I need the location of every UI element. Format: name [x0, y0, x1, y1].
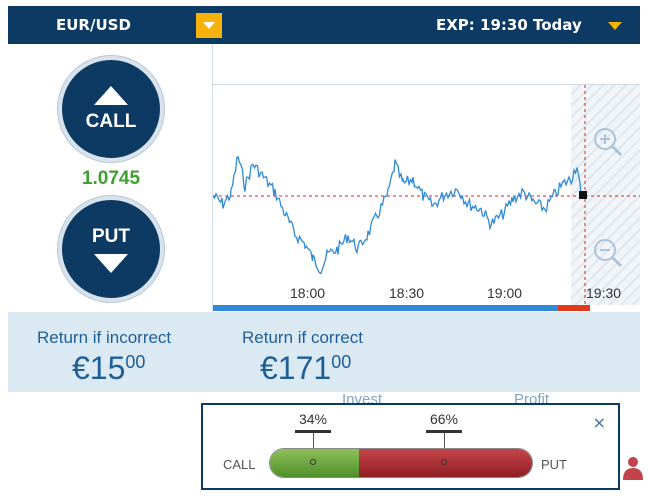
- return-incorrect-value: €1500: [72, 350, 145, 387]
- chart-top-divider: [212, 84, 640, 85]
- time-tick: 18:00: [290, 285, 326, 301]
- return-correct-value: €17100: [260, 350, 351, 387]
- price-line: [213, 155, 582, 275]
- person-icon: [623, 457, 643, 480]
- put-percentage-underline: [426, 430, 462, 433]
- return-incorrect-cents: 00: [125, 352, 146, 372]
- asset-name[interactable]: EUR/USD: [56, 16, 131, 34]
- time-tick: 18:30: [389, 285, 425, 301]
- call-percentage-stem: [313, 433, 314, 459]
- put-share-marker: [441, 459, 447, 465]
- chart-area: [212, 44, 640, 312]
- arrow-up-icon: [94, 85, 128, 105]
- asset-dropdown-button[interactable]: [196, 13, 222, 38]
- header-bar: EUR/USD EXP: 19:30 Today: [8, 6, 640, 44]
- call-label: CALL: [85, 110, 137, 132]
- sentiment-put-label: PUT: [541, 457, 567, 472]
- sentiment-bar: [269, 448, 533, 478]
- expiry-selector[interactable]: EXP: 19:30 Today: [436, 16, 582, 34]
- time-progress-bar: [213, 305, 558, 311]
- close-icon[interactable]: ×: [592, 413, 606, 432]
- time-progress-end: [558, 305, 590, 311]
- return-correct-cents: 00: [331, 352, 352, 372]
- chevron-down-icon: [203, 22, 215, 29]
- put-percentage-stem: [444, 433, 445, 459]
- call-button[interactable]: CALL: [58, 56, 164, 162]
- sentiment-call-label: CALL: [223, 457, 256, 472]
- return-incorrect-amount: €15: [72, 350, 126, 386]
- put-percentage: 66%: [429, 411, 459, 427]
- current-price-marker: [579, 191, 587, 199]
- return-correct-amount: €171: [260, 350, 332, 386]
- return-incorrect-label: Return if incorrect: [37, 328, 172, 347]
- return-correct-label: Return if correct: [242, 328, 363, 347]
- call-share-marker: [310, 459, 316, 465]
- call-percentage: 34%: [298, 411, 328, 427]
- zoom-out-icon[interactable]: [594, 239, 623, 268]
- trader-sentiment-popup: × 34% 66% CALL PUT: [201, 403, 620, 490]
- returns-panel: Return if incorrect €1500 Return if corr…: [8, 312, 640, 392]
- zoom-in-icon[interactable]: [594, 128, 623, 157]
- expiry-chevron-down-icon[interactable]: [608, 22, 622, 30]
- price-chart: [213, 85, 640, 311]
- time-tick: 19:30: [586, 285, 622, 301]
- current-price: 1.0745: [81, 168, 141, 189]
- time-tick: 19:00: [487, 285, 523, 301]
- call-percentage-underline: [295, 430, 331, 433]
- put-button[interactable]: PUT: [58, 196, 164, 302]
- put-label: PUT: [92, 225, 130, 247]
- arrow-down-icon: [94, 253, 128, 273]
